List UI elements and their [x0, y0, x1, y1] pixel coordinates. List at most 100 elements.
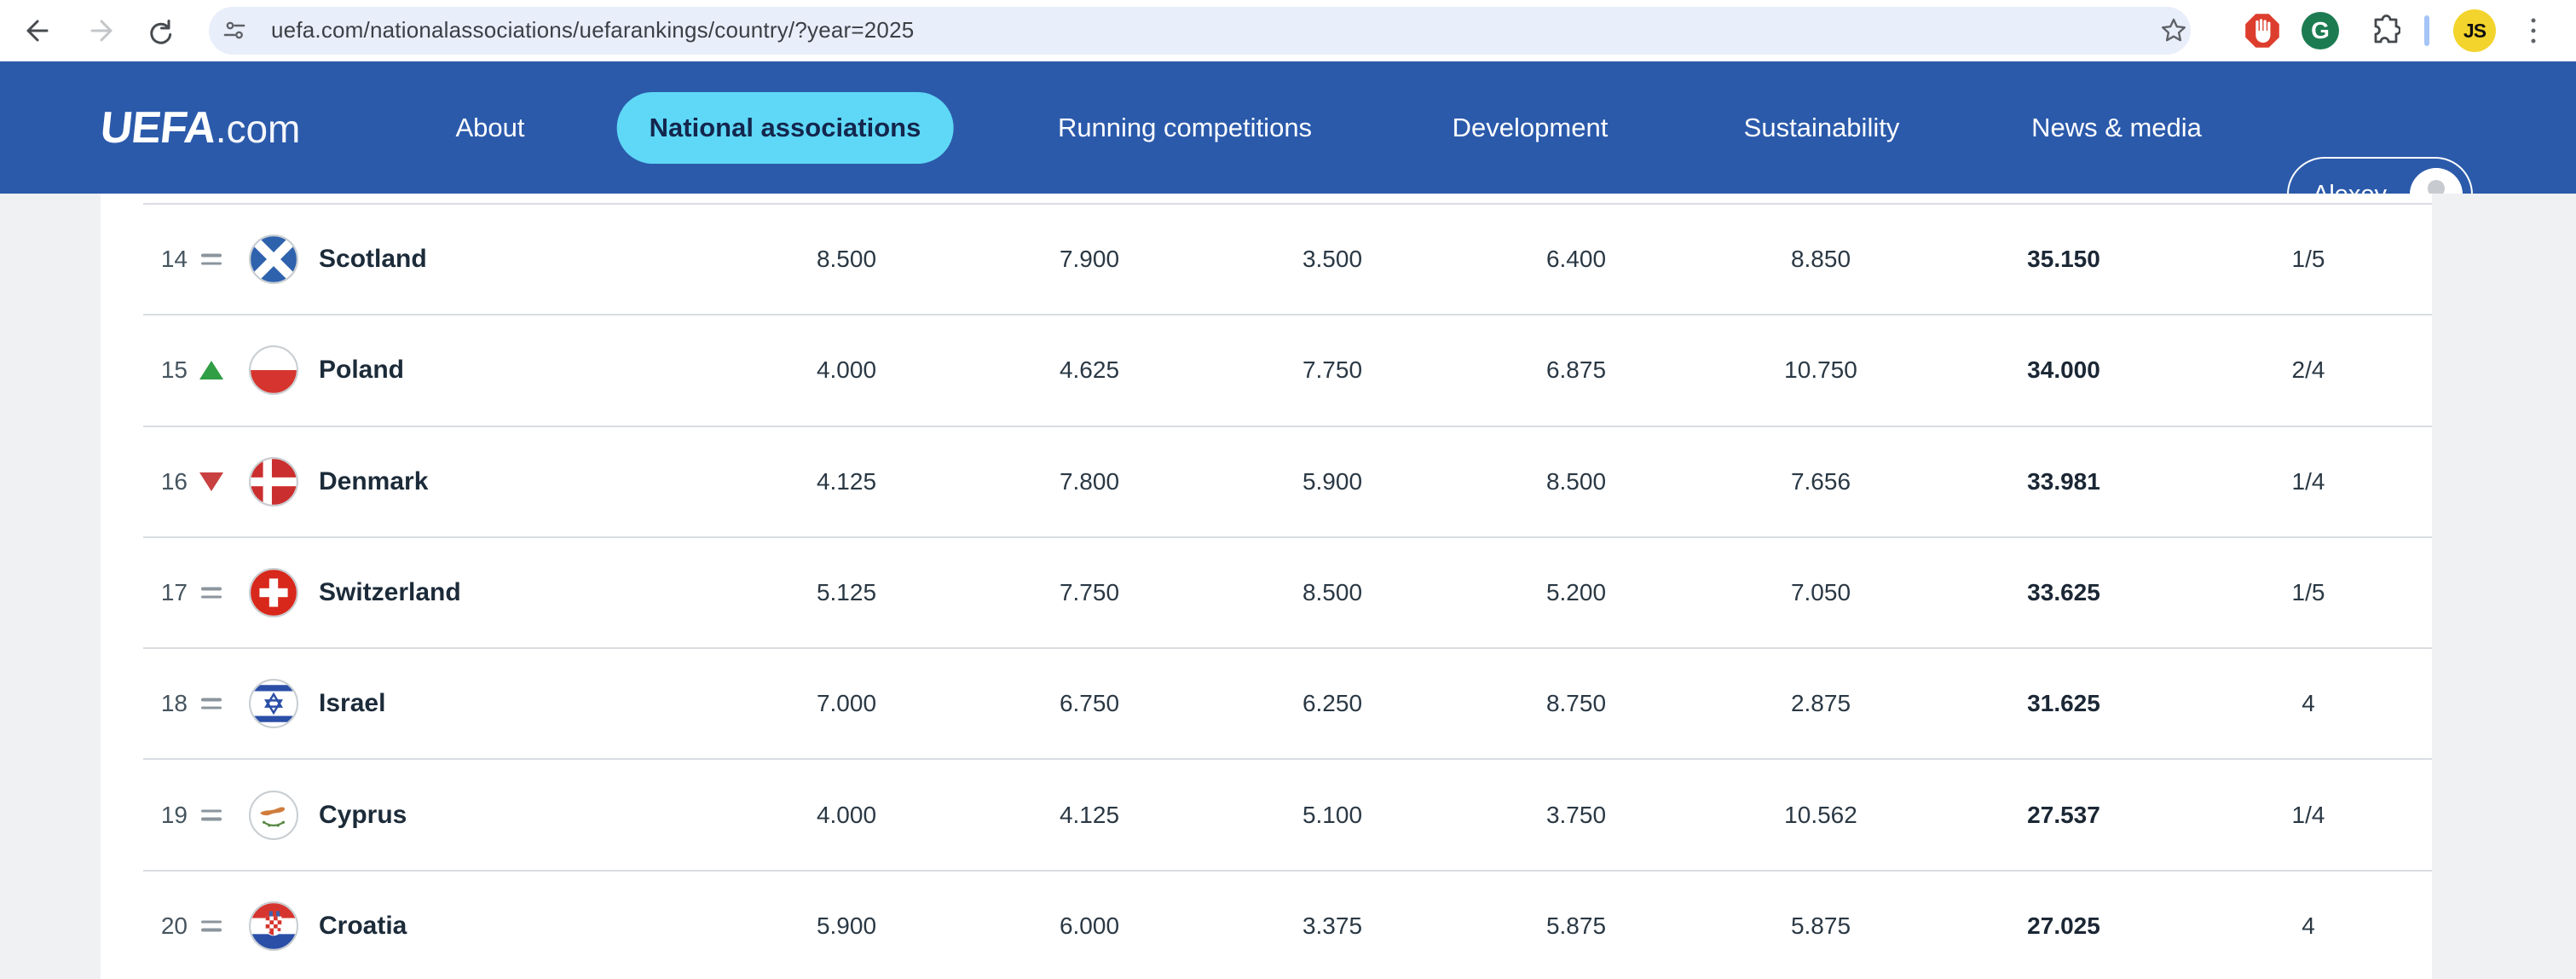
total-points: 34.000 [1961, 356, 2166, 384]
coefficient-value: 6.750 [987, 690, 1192, 717]
uefa-navbar: UEFA.com About National associations Runni… [0, 61, 2576, 194]
total-points: 33.625 [1961, 579, 2166, 606]
country-name[interactable]: Cyprus [319, 801, 762, 830]
coefficient-value: 6.250 [1230, 690, 1435, 717]
teams-remaining: 4 [2206, 912, 2411, 940]
reload-icon[interactable] [144, 15, 175, 46]
coefficient-value: 8.750 [1474, 690, 1678, 717]
side-panel-indicator [2424, 15, 2429, 46]
coefficient-value: 6.000 [987, 912, 1192, 940]
uefa-logo[interactable]: UEFA.com [101, 102, 300, 154]
teams-remaining: 1/4 [2206, 802, 2411, 829]
flag-icon-switzerland [249, 568, 298, 617]
coefficient-value: 7.750 [1230, 356, 1435, 384]
coefficient-value: 7.800 [987, 468, 1192, 495]
nav-item-news-media[interactable]: News & media [2031, 113, 2202, 143]
total-points: 35.150 [1961, 246, 2166, 273]
url-text[interactable]: uefa.com/nationalassociations/uefarankin… [271, 17, 914, 43]
coefficient-value: 2.875 [1718, 690, 1923, 717]
total-points: 27.537 [1961, 802, 2166, 829]
rank-up-icon [199, 361, 223, 379]
coefficient-value: 7.050 [1718, 579, 1923, 606]
country-name[interactable]: Switzerland [319, 578, 762, 607]
table-row-denmark[interactable]: 16Denmark4.1257.8005.9008.5007.65633.981… [143, 427, 2432, 538]
coefficient-value: 6.400 [1474, 246, 1678, 273]
bookmark-star-icon[interactable] [2158, 15, 2189, 46]
coefficient-value: 8.500 [1230, 579, 1435, 606]
rank-same-icon [201, 809, 222, 820]
coefficient-value: 8.500 [1474, 468, 1678, 495]
page-content: 14Scotland8.5007.9003.5006.4008.85035.15… [0, 194, 2576, 979]
coefficient-value: 3.500 [1230, 246, 1435, 273]
teams-remaining: 1/5 [2206, 246, 2411, 273]
coefficient-value: 4.125 [987, 802, 1192, 829]
rank-same-icon [201, 698, 222, 710]
profile-avatar[interactable]: JS [2453, 9, 2496, 52]
back-icon[interactable] [20, 15, 51, 46]
nav-item-running-competitions[interactable]: Running competitions [1058, 113, 1312, 143]
nav-item-development[interactable]: Development [1453, 113, 1609, 143]
table-row-israel[interactable]: 18 Israel7.000 6.750 6.250 8.750 2.875 31.625 4 [143, 649, 2432, 760]
grammarly-extension-icon[interactable]: G [2302, 12, 2339, 49]
coefficient-value: 5.200 [1474, 579, 1678, 606]
rank-number: 14 [143, 246, 188, 273]
country-name[interactable]: Poland [319, 356, 762, 385]
coefficient-value: 4.625 [987, 356, 1192, 384]
teams-remaining: 4 [2206, 690, 2411, 717]
rank-number: 17 [143, 579, 188, 606]
coefficient-value: 10.750 [1718, 356, 1923, 384]
rank-number: 19 [143, 802, 188, 829]
flag-icon-denmark [249, 457, 298, 507]
flag-icon-croatia [249, 901, 298, 951]
page: uefa.com/nationalassociations/uefarankin… [0, 0, 2576, 979]
flag-icon-cyprus [249, 791, 298, 840]
coefficient-value: 3.375 [1230, 912, 1435, 940]
rank-number: 20 [143, 912, 188, 940]
total-points: 31.625 [1961, 690, 2166, 717]
rank-number: 16 [143, 468, 188, 495]
browser-toolbar: uefa.com/nationalassociations/uefarankin… [0, 0, 2576, 62]
teams-remaining: 1/5 [2206, 579, 2411, 606]
coefficient-value: 5.900 [1230, 468, 1435, 495]
coefficient-value: 5.900 [744, 912, 949, 940]
table-row-croatia[interactable]: 20 Croatia5.900 6.000 3.375 5.875 5.875 27.025… [143, 872, 2432, 979]
site-settings-icon[interactable] [220, 16, 249, 45]
coefficient-value: 5.875 [1474, 912, 1678, 940]
coefficient-value: 4.125 [744, 468, 949, 495]
rank-number: 18 [143, 690, 188, 717]
country-name[interactable]: Croatia [319, 912, 762, 941]
flag-icon-israel [249, 679, 298, 728]
nav-item-sustainability[interactable]: Sustainability [1744, 113, 1900, 143]
coefficient-value: 4.000 [744, 802, 949, 829]
adblock-extension-icon[interactable] [2244, 12, 2281, 49]
table-row-poland[interactable]: 15Poland4.0004.6257.7506.87510.75034.000… [143, 316, 2432, 426]
coefficient-value: 10.562 [1718, 802, 1923, 829]
rank-same-icon [201, 588, 222, 599]
coefficient-value: 6.875 [1474, 356, 1678, 384]
browser-menu-icon[interactable] [2532, 19, 2536, 43]
total-points: 27.025 [1961, 912, 2166, 940]
coefficient-value: 5.100 [1230, 802, 1435, 829]
rank-down-icon [199, 472, 223, 491]
rankings-table: 14Scotland8.5007.9003.5006.4008.85035.15… [101, 194, 2432, 979]
country-name[interactable]: Scotland [319, 245, 762, 274]
coefficient-value: 7.000 [744, 690, 949, 717]
coefficient-value: 8.500 [744, 246, 949, 273]
nav-item-about[interactable]: About [455, 113, 524, 143]
forward-icon[interactable] [88, 15, 118, 46]
coefficient-value: 3.750 [1474, 802, 1678, 829]
country-name[interactable]: Israel [319, 689, 762, 718]
table-row-scotland[interactable]: 14Scotland8.5007.9003.5006.4008.85035.15… [143, 203, 2432, 316]
country-name[interactable]: Denmark [319, 467, 762, 496]
total-points: 33.981 [1961, 468, 2166, 495]
table-row-switzerland[interactable]: 17Switzerland5.1257.7508.5005.2007.05033… [143, 538, 2432, 649]
rank-same-icon [201, 920, 222, 931]
extensions-puzzle-icon[interactable] [2365, 13, 2400, 49]
rank-same-icon [201, 254, 222, 265]
nav-item-national-associations[interactable]: National associations [617, 92, 954, 164]
teams-remaining: 2/4 [2206, 356, 2411, 384]
table-row-cyprus[interactable]: 19 Cyprus4.000 4.125 5.100 3.750 10.562 27.537… [143, 760, 2432, 871]
coefficient-value: 7.750 [987, 579, 1192, 606]
coefficient-value: 5.875 [1718, 912, 1923, 940]
coefficient-value: 7.900 [987, 246, 1192, 273]
